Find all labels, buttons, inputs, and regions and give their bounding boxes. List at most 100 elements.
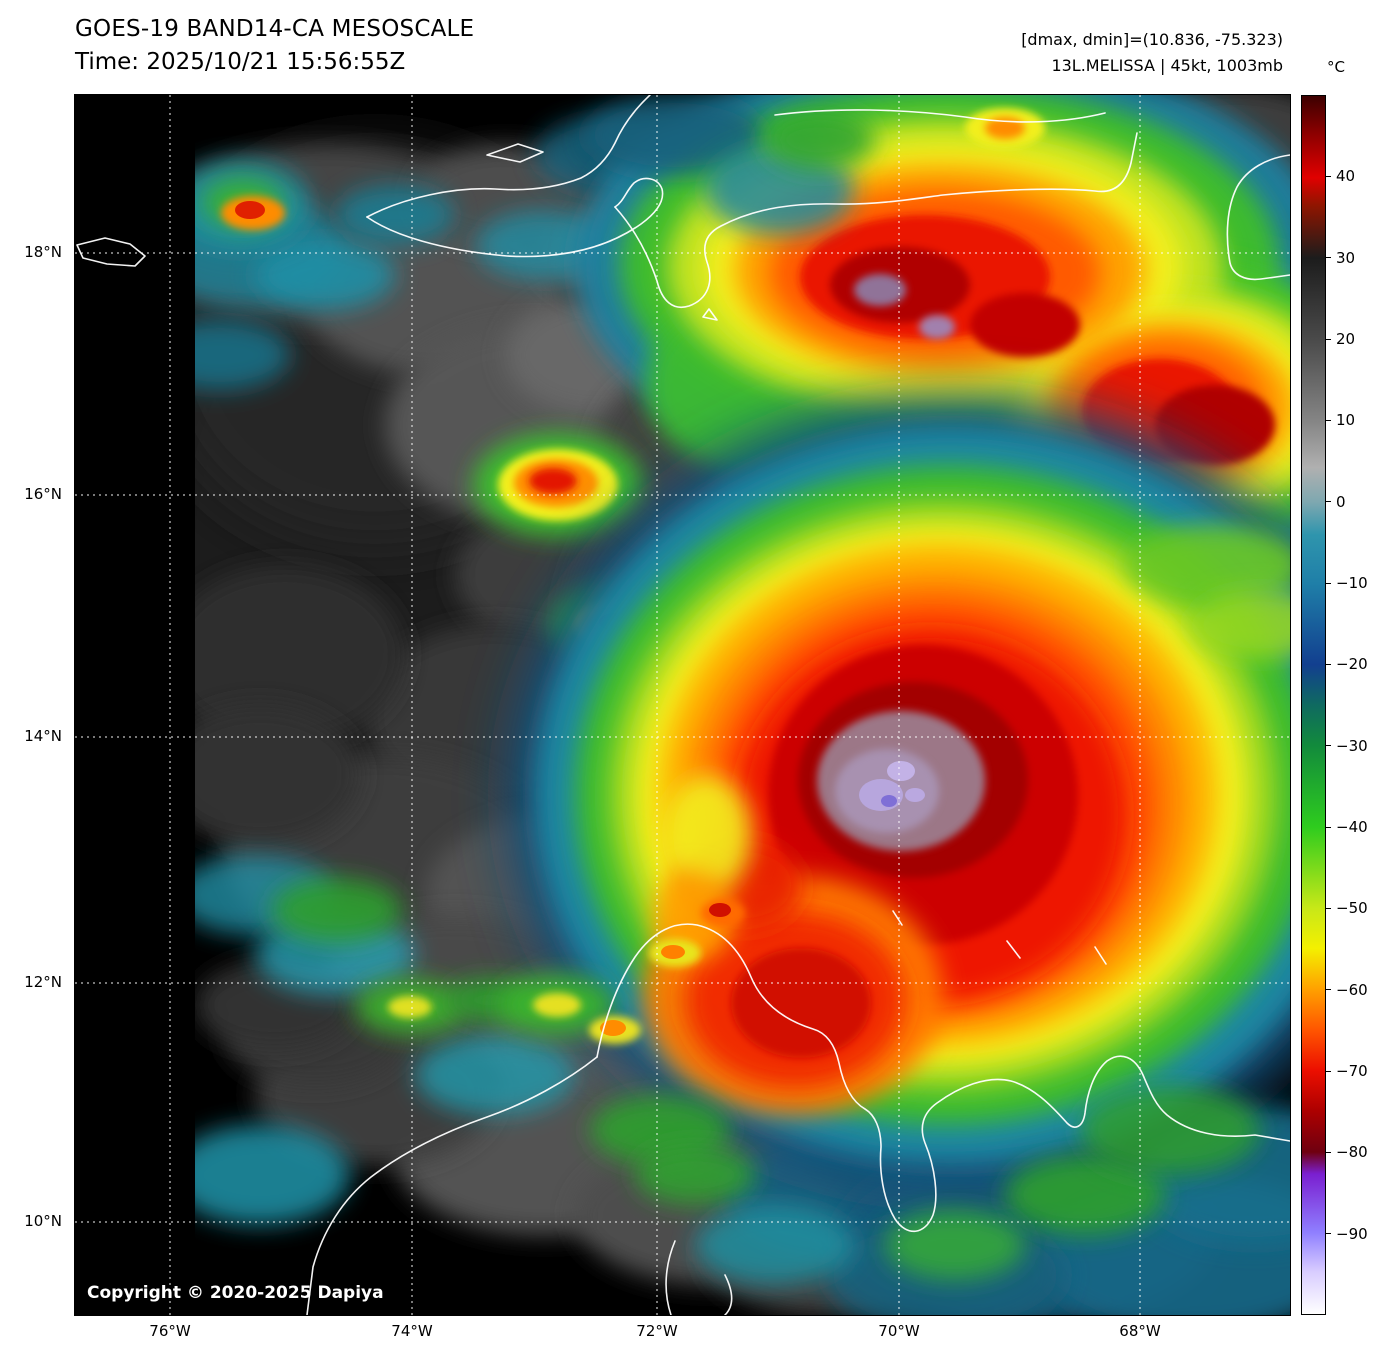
colorbar-tick-label: −60 [1336, 980, 1368, 999]
map-panel: Copyright © 2020-2025 Dapiya [74, 94, 1291, 1316]
colorbar-tick-mark [1326, 1233, 1331, 1235]
coastline-beata-island [702, 308, 718, 321]
cloud-blob [335, 185, 455, 245]
copyright-notice: Copyright © 2020-2025 Dapiya [87, 1283, 384, 1303]
cloud-blob [695, 1205, 855, 1285]
gridlines [75, 95, 1290, 1315]
cloud-blobs [145, 95, 1290, 1315]
coastline-hispaniola-north-coast [774, 109, 1106, 123]
cloud-blob [885, 1210, 1025, 1280]
latitude-axis: 18°N 16°N 14°N 12°N 10°N [0, 95, 68, 1315]
cloud-blob [653, 870, 733, 960]
colorbar-tick-label: −20 [1336, 655, 1368, 674]
no-data-strip [75, 95, 195, 1315]
colorbar-tick-mark [1326, 257, 1331, 259]
cloud-blob [170, 1125, 350, 1225]
cloud-blob [859, 779, 903, 811]
colorbar-tick-label: 40 [1336, 167, 1356, 186]
colorbar-tick-label: 20 [1336, 330, 1356, 348]
cloud-blob [919, 315, 955, 339]
cloud-blob [1005, 1155, 1165, 1235]
colorbar-tick-mark [1326, 1151, 1331, 1153]
colorbar-tick-mark [1326, 663, 1331, 665]
cloud-blob [415, 1035, 575, 1115]
lat-tick-label: 18°N [24, 243, 62, 261]
cloud-blob [970, 293, 1080, 357]
colorbar-gradient [1301, 95, 1326, 1315]
lon-tick-label: 68°W [1119, 1322, 1161, 1340]
colorbar-ticks: 40 30 20 10 0 −10 −20 −30 −40 −50 −60 −70 −80 −90 [1326, 95, 1390, 1315]
figure-title: GOES-19 BAND14-CA MESOSCALE [75, 16, 475, 42]
colorbar-tick-label: 0 [1336, 492, 1346, 511]
colorbar-tick-label: −50 [1336, 899, 1368, 918]
lat-tick-label: 10°N [24, 1212, 62, 1230]
colorbar-tick-mark [1326, 338, 1331, 340]
colorbar-tick-label: 30 [1336, 248, 1356, 267]
colorbar-tick-mark [1326, 989, 1331, 991]
colorbar-tick-mark [1326, 501, 1331, 503]
coastline-maracaibo-shore [665, 1240, 733, 1315]
coastline-gonave-island [486, 143, 544, 163]
lat-tick-label: 14°N [24, 727, 62, 745]
cloud-blob [1125, 525, 1290, 605]
dmax-dmin-readout: [dmax, dmin]=(10.836, -75.323) [1021, 30, 1283, 49]
cloud-blob [881, 795, 897, 807]
cloud-blob [255, 240, 395, 310]
cloud-blob [661, 945, 685, 959]
colorbar-tick-label: −40 [1336, 818, 1368, 836]
colorbar-tick-mark [1326, 907, 1331, 909]
cloud-blob [709, 903, 731, 917]
coastline-jamaica-east-tip [76, 237, 146, 267]
lon-tick-label: 76°W [149, 1322, 191, 1340]
figure-timestamp: Time: 2025/10/21 15:56:55Z [75, 49, 406, 75]
longitude-axis: 76°W 74°W 72°W 70°W 68°W [75, 1322, 1290, 1352]
colorbar-tick-label: −80 [1336, 1143, 1368, 1162]
colorbar-tick-mark [1326, 419, 1331, 421]
coastline-tiburon-peninsula [366, 177, 664, 258]
lat-tick-label: 16°N [24, 485, 62, 503]
cloud-blob [600, 1020, 626, 1036]
coastline-puerto-rico-west [1226, 154, 1290, 281]
cloud-blob [585, 95, 765, 175]
cloud-blob [533, 993, 581, 1017]
cloud-blob [731, 948, 871, 1058]
lon-tick-label: 74°W [391, 1322, 433, 1340]
lon-tick-label: 70°W [878, 1322, 920, 1340]
colorbar-tick-mark [1326, 745, 1331, 747]
cloud-blob [529, 468, 577, 494]
storm-info: 13L.MELISSA | 45kt, 1003mb [1051, 56, 1283, 75]
lon-tick-label: 72°W [636, 1322, 678, 1340]
coastlines [76, 95, 1290, 1315]
cloud-blob [235, 201, 265, 219]
coastline-aruba-island [892, 910, 903, 926]
cloud-blob [905, 788, 925, 802]
cloud-blob [887, 761, 915, 781]
satellite-map [75, 95, 1290, 1315]
cloud-blob [1155, 385, 1275, 465]
coastline-bonaire-island [1094, 946, 1107, 965]
cloud-blob [160, 705, 360, 845]
cloud-blob [165, 565, 405, 745]
coastline-curacao-island [1006, 940, 1021, 959]
cloud-blob [388, 996, 432, 1018]
colorbar-tick-label: −70 [1336, 1062, 1368, 1080]
coastline-haiti-gulf-coast [366, 95, 651, 218]
lat-tick-label: 12°N [24, 973, 62, 991]
cloud-blob [662, 775, 752, 895]
coastline-hispaniola-south-coast [614, 132, 1138, 308]
colorbar-tick-label: −90 [1336, 1224, 1368, 1243]
colorbar-tick-label: 10 [1336, 411, 1356, 430]
cloud-blob [1190, 590, 1290, 660]
colorbar-tick-label: −10 [1336, 574, 1368, 592]
colorbar-tick-mark [1326, 1070, 1331, 1072]
cloud-blob [854, 274, 906, 306]
coastline-south-america-north-coast [596, 923, 1290, 1233]
colorbar-tick-mark [1326, 175, 1331, 177]
cloud-blob [635, 1145, 755, 1205]
cloud-blob [1080, 1085, 1260, 1175]
colorbar-tick-mark [1326, 582, 1331, 584]
coastline-colombia-coast [306, 1056, 598, 1315]
cloud-blob [272, 878, 402, 942]
colorbar-tick-mark [1326, 826, 1331, 828]
